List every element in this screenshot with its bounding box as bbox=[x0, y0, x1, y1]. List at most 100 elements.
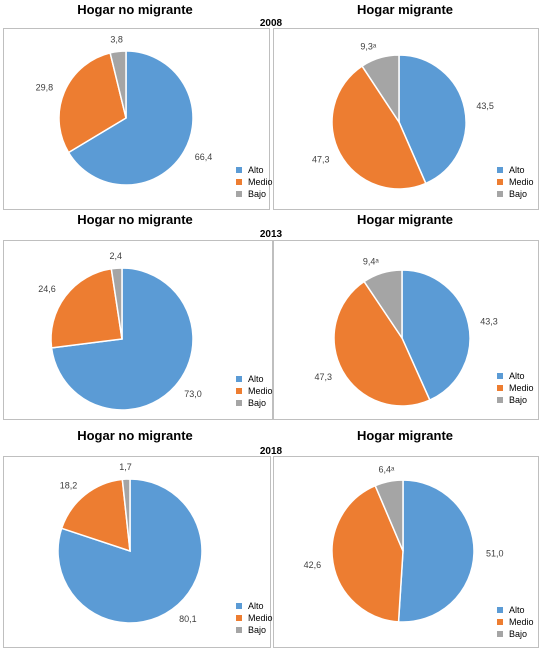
legend-2018-left: Alto Medio Bajo bbox=[236, 600, 273, 636]
legend-swatch-bajo bbox=[497, 397, 503, 403]
legend-label-bajo: Bajo bbox=[248, 398, 267, 408]
chart-title-2018-right: Hogar migrante bbox=[356, 428, 454, 443]
data-label-2018-left-medio: 18,2 bbox=[60, 481, 78, 491]
legend-swatch-medio bbox=[497, 179, 503, 185]
data-label-2013-right-bajo: 9,4ᵃ bbox=[363, 256, 380, 266]
legend-swatch-alto bbox=[236, 167, 242, 173]
data-label-2013-right-medio: 47,3 bbox=[314, 372, 332, 382]
legend-swatch-alto bbox=[497, 167, 503, 173]
pie-slice-2018-right-medio bbox=[331, 484, 404, 623]
legend-label-alto: Alto bbox=[248, 165, 264, 175]
legend-label-alto: Alto bbox=[509, 605, 525, 615]
legend-label-medio: Medio bbox=[509, 177, 534, 187]
legend-2013-left: Alto Medio Bajo bbox=[236, 373, 273, 409]
data-label-2018-right-alto: 51,0 bbox=[486, 549, 504, 559]
pie-slice-2013-right-medio bbox=[333, 280, 431, 407]
pie-slice-2008-left-alto bbox=[67, 50, 194, 186]
data-label-2013-left-medio: 24,6 bbox=[38, 284, 56, 294]
data-label-2008-left-medio: 29,8 bbox=[36, 83, 54, 93]
legend-label-bajo: Bajo bbox=[248, 625, 267, 635]
legend-2008-left: Alto Medio Bajo bbox=[236, 164, 273, 200]
legend-label-alto: Alto bbox=[509, 165, 525, 175]
legend-label-bajo: Bajo bbox=[509, 395, 528, 405]
legend-item-alto: Alto bbox=[497, 164, 534, 176]
chart-title-2013-left: Hogar no migrante bbox=[77, 212, 193, 227]
legend-label-bajo: Bajo bbox=[248, 189, 267, 199]
legend-2018-right: Alto Medio Bajo bbox=[497, 604, 534, 640]
data-label-2013-right-alto: 43,3 bbox=[480, 316, 498, 326]
pie-slice-2018-right-bajo bbox=[374, 479, 404, 552]
pie-slice-2008-left-medio bbox=[58, 51, 127, 154]
legend-item-alto: Alto bbox=[497, 604, 534, 616]
legend-label-alto: Alto bbox=[509, 371, 525, 381]
legend-swatch-medio bbox=[236, 179, 242, 185]
legend-2008-right: Alto Medio Bajo bbox=[497, 164, 534, 200]
data-label-2018-right-bajo: 6,4ᵃ bbox=[378, 465, 395, 475]
pie-slice-2018-left-bajo bbox=[121, 478, 131, 552]
data-label-2008-right-bajo: 9,3ᵃ bbox=[360, 41, 377, 51]
legend-swatch-alto bbox=[497, 607, 503, 613]
pie-slice-2013-left-bajo bbox=[110, 267, 123, 340]
data-label-2008-right-medio: 47,3 bbox=[312, 155, 330, 165]
legend-swatch-alto bbox=[497, 373, 503, 379]
legend-item-alto: Alto bbox=[236, 600, 273, 612]
legend-item-medio: Medio bbox=[236, 612, 273, 624]
legend-label-medio: Medio bbox=[248, 613, 273, 623]
legend-swatch-medio bbox=[497, 385, 503, 391]
legend-item-medio: Medio bbox=[236, 176, 273, 188]
pie-slice-2008-left-bajo bbox=[109, 50, 127, 119]
pie-slice-2008-right-medio bbox=[331, 65, 427, 190]
legend-swatch-bajo bbox=[236, 400, 242, 406]
legend-swatch-medio bbox=[236, 388, 242, 394]
legend-swatch-alto bbox=[236, 376, 242, 382]
legend-item-alto: Alto bbox=[236, 164, 273, 176]
data-label-2008-left-alto: 66,4 bbox=[195, 152, 213, 162]
legend-item-medio: Medio bbox=[497, 382, 534, 394]
legend-label-bajo: Bajo bbox=[509, 629, 528, 639]
legend-item-medio: Medio bbox=[497, 616, 534, 628]
legend-item-bajo: Bajo bbox=[497, 188, 534, 200]
legend-label-medio: Medio bbox=[509, 383, 534, 393]
data-label-2008-left-bajo: 3,8 bbox=[110, 35, 123, 45]
pie-slice-2008-right-alto bbox=[398, 54, 467, 185]
data-label-2013-left-bajo: 2,4 bbox=[109, 251, 122, 261]
year-label-2013: 2013 bbox=[259, 229, 283, 240]
chart-title-2008-right: Hogar migrante bbox=[356, 2, 454, 17]
legend-label-alto: Alto bbox=[248, 601, 264, 611]
legend-label-bajo: Bajo bbox=[509, 189, 528, 199]
legend-label-medio: Medio bbox=[509, 617, 534, 627]
pie-slice-2013-right-bajo bbox=[363, 269, 403, 341]
legend-2013-right: Alto Medio Bajo bbox=[497, 370, 534, 406]
legend-item-bajo: Bajo bbox=[497, 628, 534, 640]
data-label-2013-left-alto: 73,0 bbox=[184, 389, 202, 399]
legend-swatch-medio bbox=[497, 619, 503, 625]
year-label-2008: 2008 bbox=[259, 18, 283, 29]
legend-item-medio: Medio bbox=[236, 385, 273, 397]
legend-label-medio: Medio bbox=[248, 386, 273, 396]
chart-title-2018-left: Hogar no migrante bbox=[77, 428, 193, 443]
pie-slice-2008-right-bajo bbox=[361, 54, 400, 125]
chart-title-2008-left: Hogar no migrante bbox=[77, 2, 193, 17]
legend-item-medio: Medio bbox=[497, 176, 534, 188]
pie-slice-2018-left-medio bbox=[60, 478, 131, 553]
legend-item-alto: Alto bbox=[236, 373, 273, 385]
pie-slice-2013-left-medio bbox=[50, 267, 123, 349]
chart-title-2013-right: Hogar migrante bbox=[356, 212, 454, 227]
legend-swatch-alto bbox=[236, 603, 242, 609]
legend-item-bajo: Bajo bbox=[497, 394, 534, 406]
legend-swatch-bajo bbox=[236, 627, 242, 633]
data-label-2008-right-alto: 43,5 bbox=[476, 101, 494, 111]
year-label-2018: 2018 bbox=[259, 446, 283, 457]
pie-slice-2013-right-alto bbox=[401, 269, 471, 402]
legend-item-alto: Alto bbox=[497, 370, 534, 382]
legend-item-bajo: Bajo bbox=[236, 397, 273, 409]
legend-swatch-bajo bbox=[236, 191, 242, 197]
data-label-2018-right-medio: 42,6 bbox=[304, 560, 322, 570]
legend-swatch-bajo bbox=[497, 191, 503, 197]
legend-label-alto: Alto bbox=[248, 374, 264, 384]
data-label-2018-left-alto: 80,1 bbox=[179, 614, 197, 624]
legend-swatch-medio bbox=[236, 615, 242, 621]
pie-slice-2018-right-alto bbox=[397, 479, 475, 623]
data-label-2018-left-bajo: 1,7 bbox=[119, 462, 132, 472]
